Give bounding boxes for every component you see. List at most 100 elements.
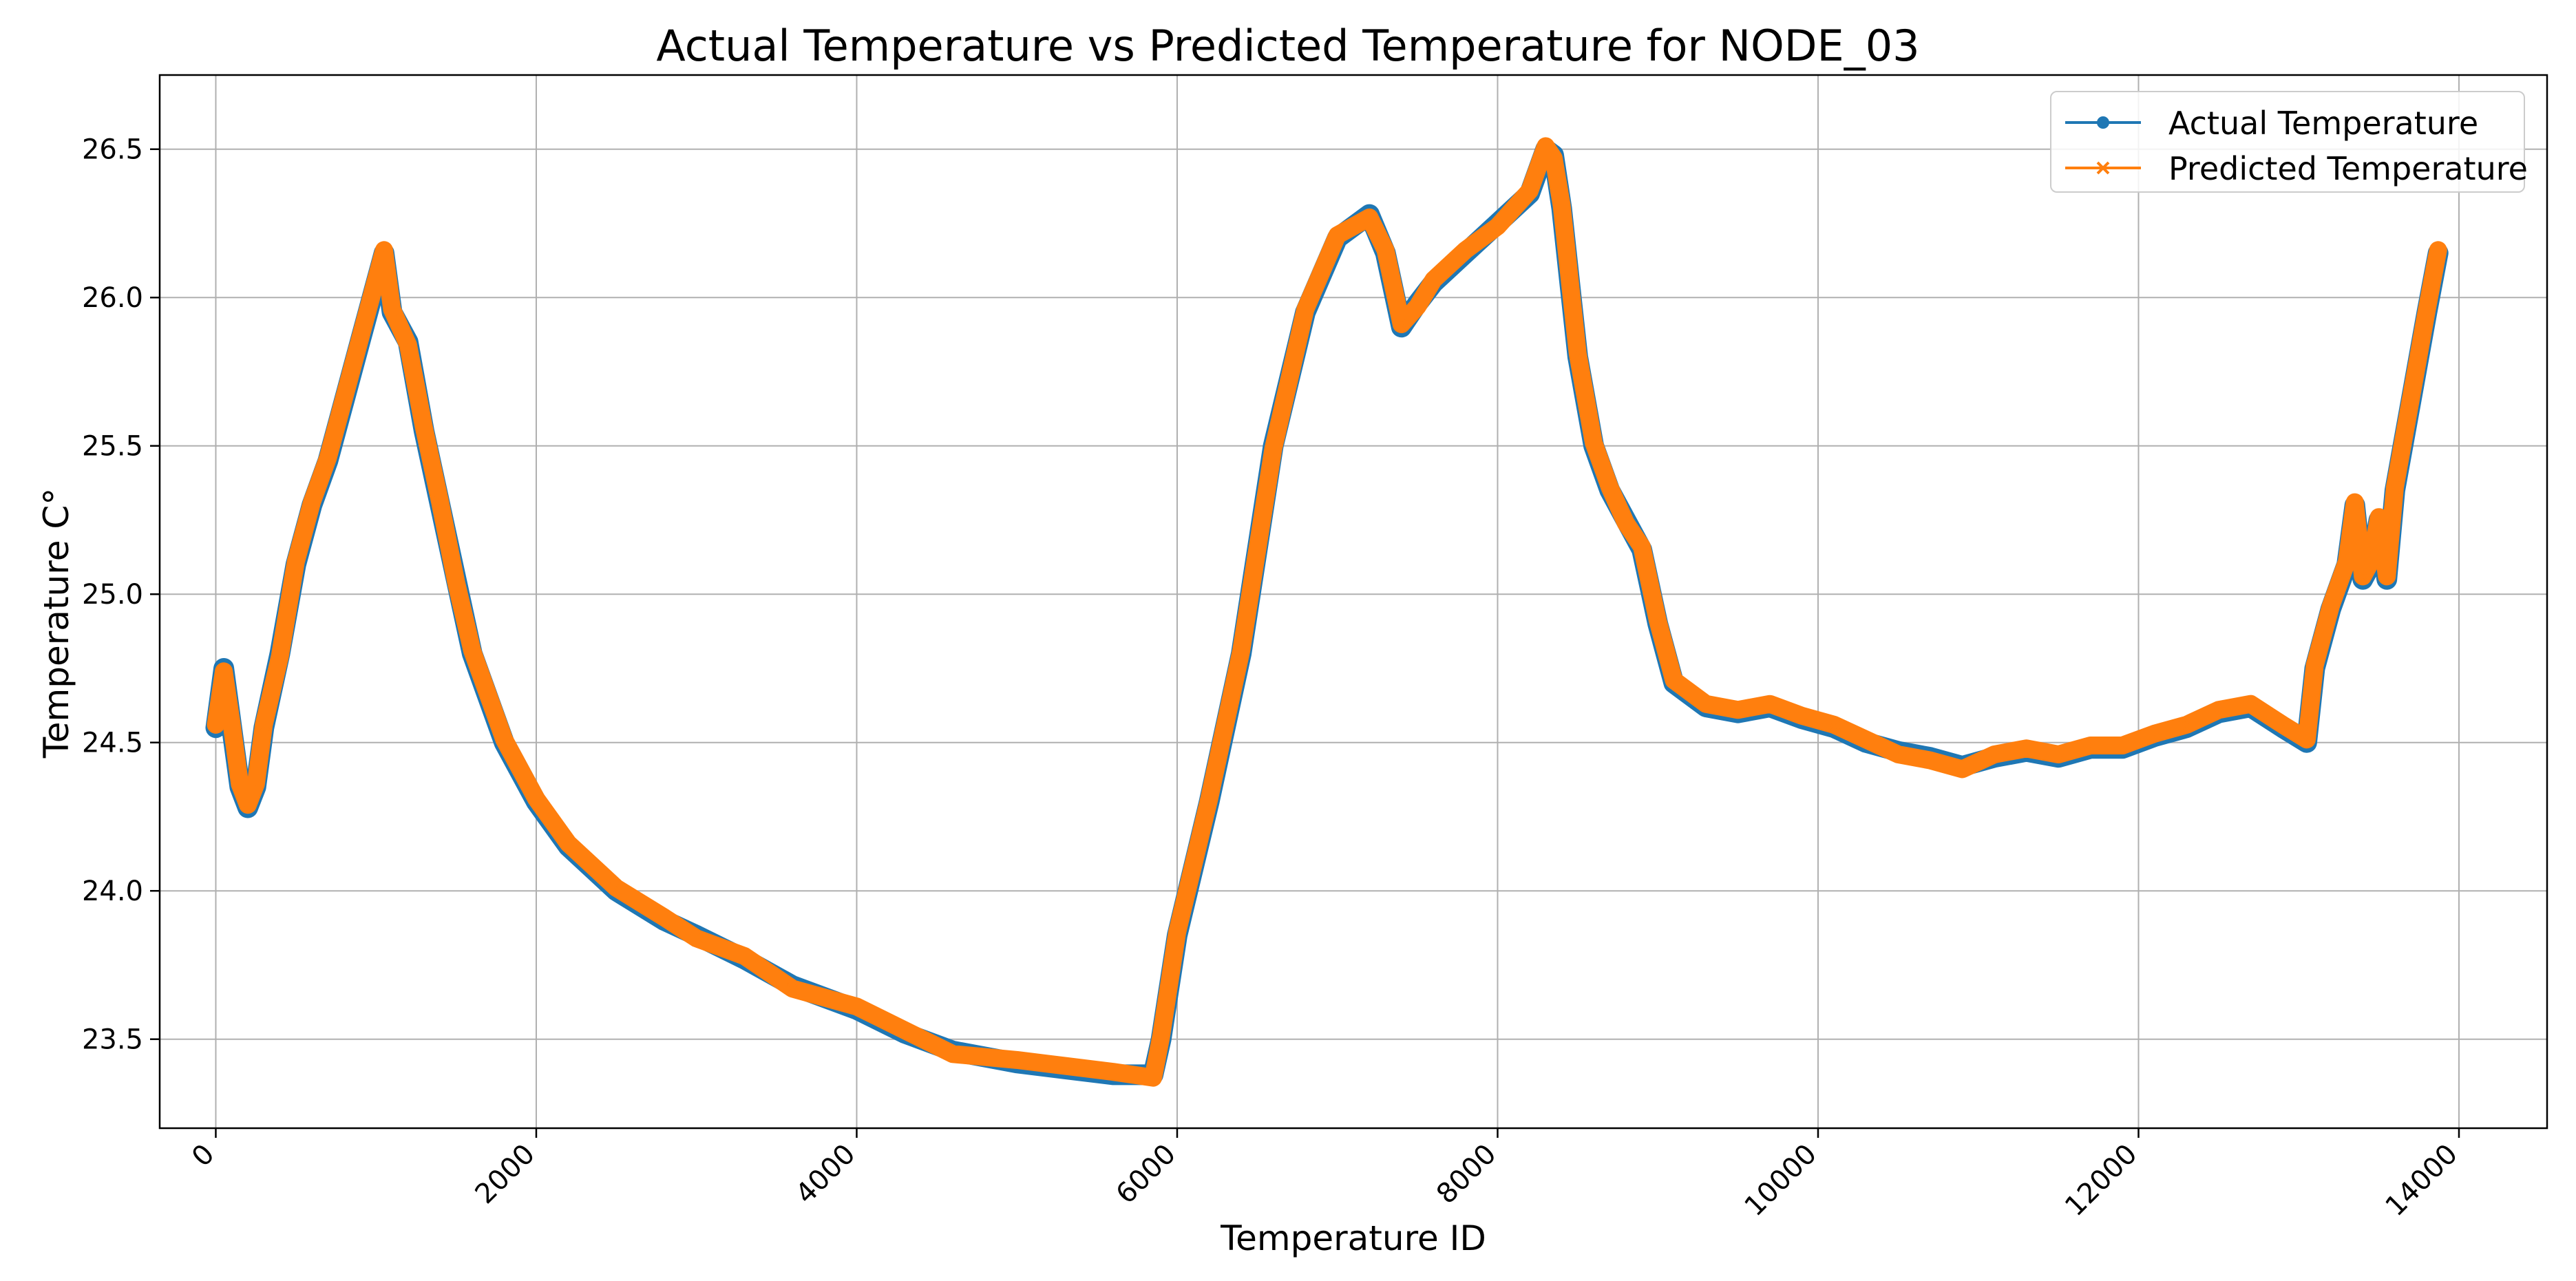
data-point (1299, 303, 1312, 316)
data-point (1539, 140, 1552, 153)
data-point (1828, 718, 1841, 731)
y-tick-label: 25.5 (82, 431, 143, 463)
data-point (2084, 739, 2097, 752)
x-tick-label: 0 (186, 1139, 221, 1174)
data-point (1731, 703, 1744, 717)
x-tick-label: 10000 (1739, 1139, 1824, 1223)
data-point (289, 555, 302, 568)
data-point (1635, 540, 1649, 553)
data-point (2405, 392, 2418, 405)
data-point (898, 1024, 911, 1037)
data-point (1411, 300, 1424, 313)
data-point (1956, 763, 1969, 776)
data-point (529, 792, 543, 805)
data-point (2364, 555, 2378, 568)
data-point (562, 837, 575, 850)
y-tick-label: 24.5 (82, 728, 143, 759)
x-tick-label: 8000 (1430, 1139, 1503, 1211)
data-point (337, 392, 350, 405)
data-point (1563, 273, 1576, 286)
series-layer (205, 137, 2449, 1087)
data-point (498, 733, 511, 746)
data-point (1267, 442, 1280, 456)
y-tick-label: 25.0 (82, 579, 143, 611)
data-point (1987, 748, 2001, 761)
data-point (273, 650, 286, 663)
data-point (218, 665, 231, 678)
data-point (2372, 511, 2385, 524)
series-actual (205, 138, 2449, 1086)
x-tick-label: 14000 (2380, 1139, 2464, 1223)
data-point (2148, 727, 2161, 740)
x-tick-label: 6000 (1110, 1139, 1183, 1211)
data-point (2340, 555, 2354, 568)
data-point (2300, 733, 2313, 746)
data-point (306, 496, 319, 509)
data-point (1363, 211, 1376, 224)
data-point (1106, 1066, 1119, 1079)
data-point (1587, 436, 1601, 449)
data-point (233, 777, 246, 791)
data-point (1058, 1059, 1072, 1072)
data-point (947, 1048, 960, 1061)
legend-swatch-actual (2065, 116, 2141, 129)
data-point (209, 718, 222, 731)
data-point (450, 575, 463, 589)
data-point (1859, 733, 1872, 746)
data-point (370, 273, 383, 286)
data-point (2380, 570, 2394, 583)
data-point (1203, 792, 1216, 805)
data-point (658, 911, 671, 924)
data-point (241, 798, 255, 812)
data-point (401, 339, 414, 352)
data-point (1154, 1030, 1168, 1043)
data-point (1459, 244, 1472, 257)
data-point (434, 496, 447, 509)
y-tick-label: 24.0 (82, 876, 143, 907)
x-tick-label: 4000 (790, 1139, 862, 1211)
data-point (225, 718, 238, 731)
data-point (690, 932, 703, 945)
data-point (1699, 697, 1713, 710)
data-point (2116, 739, 2129, 752)
data-point (1395, 317, 1408, 331)
data-point (1555, 199, 1568, 212)
data-point (1331, 229, 1344, 242)
legend-label-predicted: Predicted Temperature (2168, 150, 2528, 187)
series-line (207, 137, 2447, 1087)
data-point (2276, 718, 2290, 731)
data-point (1764, 697, 1777, 710)
data-point (1603, 481, 1616, 494)
data-point (321, 451, 335, 465)
legend-label-actual: Actual Temperature (2168, 105, 2479, 142)
data-point (2348, 496, 2361, 509)
data-point (2308, 659, 2321, 672)
data-point (465, 644, 478, 657)
chart-title: Actual Temperature vs Predicted Temperat… (656, 21, 1920, 71)
data-point (1619, 516, 1632, 529)
y-tick-label: 23.5 (82, 1024, 143, 1056)
data-point (786, 982, 799, 995)
series-line (205, 138, 2449, 1086)
data-point (2431, 244, 2445, 257)
data-point (353, 332, 367, 346)
legend: Actual Temperature Predicted Temperature (2050, 91, 2528, 193)
data-point (257, 718, 271, 731)
x-tick-label: 12000 (2059, 1139, 2144, 1223)
axes-frame (158, 74, 2548, 1130)
data-point (1170, 926, 1184, 939)
y-axis: 23.5 24.0 24.5 25.0 25.5 26.0 26.5 (82, 134, 160, 1056)
legend-swatch-predicted (2065, 161, 2141, 175)
data-point (249, 777, 262, 791)
x-tick-label: 2000 (469, 1139, 542, 1211)
data-point (2052, 748, 2065, 761)
data-point (1235, 644, 1248, 657)
data-point (1547, 151, 1561, 165)
data-point (1892, 748, 1905, 761)
data-point (377, 244, 390, 257)
y-tick-label: 26.0 (82, 282, 143, 314)
data-point (2244, 697, 2257, 710)
series-predicted (207, 137, 2447, 1087)
data-point (1491, 220, 1504, 233)
data-point (417, 421, 431, 434)
